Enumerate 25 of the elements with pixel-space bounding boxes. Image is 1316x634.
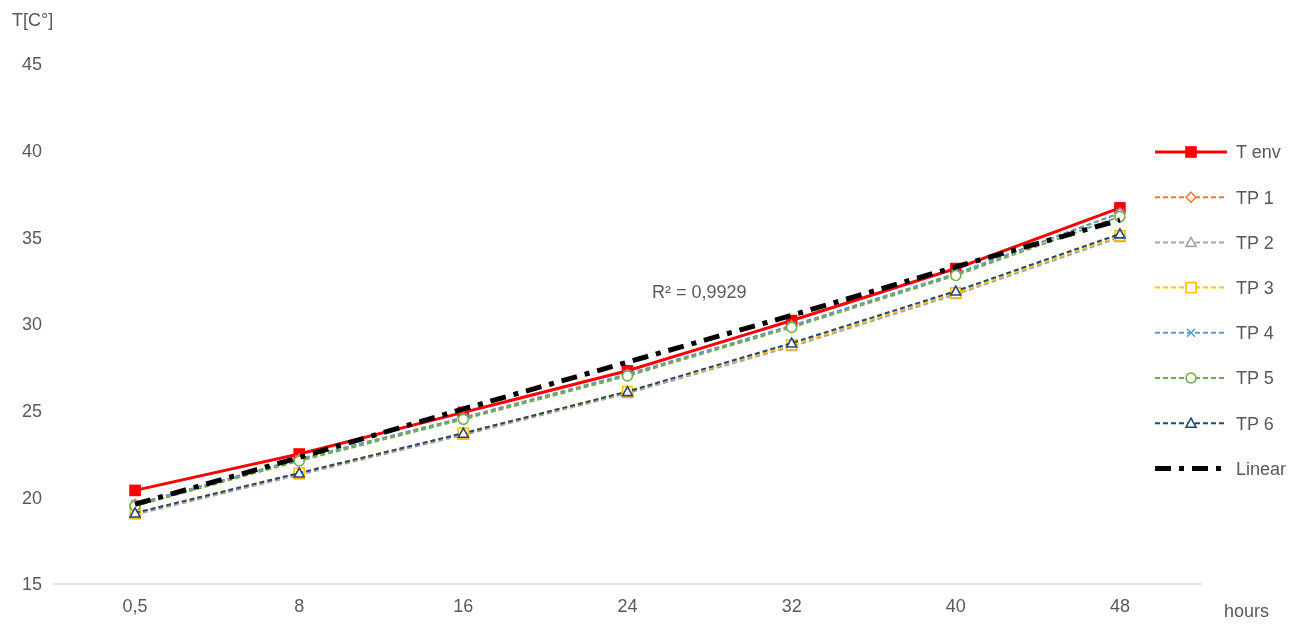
y-tick-label: 30 bbox=[21, 314, 42, 335]
y-tick-label: 40 bbox=[21, 140, 42, 161]
x-tick-label: 32 bbox=[781, 596, 802, 616]
x-tick-label: 40 bbox=[945, 596, 966, 616]
annotation: R² = 0,9929 bbox=[652, 282, 747, 302]
x-tick-label: 24 bbox=[617, 596, 638, 616]
legend-label: TP 6 bbox=[1236, 413, 1274, 434]
legend-label: TP 3 bbox=[1236, 277, 1274, 298]
legend-label: TP 2 bbox=[1236, 232, 1274, 253]
y-tick-label: 45 bbox=[21, 54, 42, 75]
legend-label: T env bbox=[1236, 142, 1281, 163]
legend-label: TP 5 bbox=[1236, 368, 1274, 389]
x-tick-label: 8 bbox=[294, 596, 305, 616]
legend-label: TP 4 bbox=[1236, 323, 1274, 344]
x-axis-title: hours bbox=[1224, 601, 1270, 621]
x-tick-label: 48 bbox=[1109, 596, 1130, 616]
legend-label: Linear bbox=[1236, 458, 1287, 479]
y-tick-label: 35 bbox=[21, 227, 42, 248]
y-tick-label: 25 bbox=[21, 400, 42, 421]
x-tick-label: 16 bbox=[453, 596, 474, 616]
y-tick-label: 20 bbox=[21, 487, 42, 508]
x-tick-label: 0,5 bbox=[122, 596, 148, 616]
y-axis-title: T[C°] bbox=[12, 10, 54, 30]
y-tick-label: 15 bbox=[21, 574, 42, 595]
legend-label: TP 1 bbox=[1236, 187, 1274, 208]
